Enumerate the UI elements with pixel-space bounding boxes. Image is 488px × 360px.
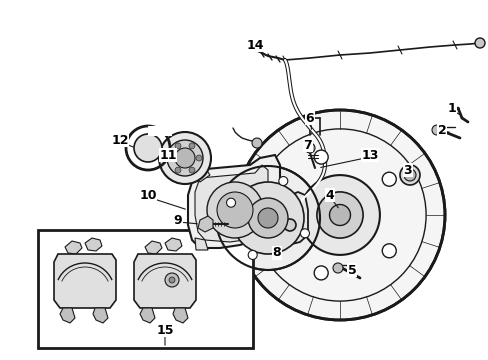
Polygon shape <box>134 254 196 308</box>
Text: 11: 11 <box>159 149 176 162</box>
Text: 10: 10 <box>139 189 157 202</box>
Circle shape <box>251 138 262 148</box>
Polygon shape <box>140 308 155 323</box>
Circle shape <box>248 251 257 260</box>
Circle shape <box>175 148 195 168</box>
Polygon shape <box>164 238 182 251</box>
Text: 5: 5 <box>347 264 356 276</box>
Circle shape <box>329 204 350 225</box>
Bar <box>38 230 252 348</box>
Polygon shape <box>93 308 108 323</box>
Circle shape <box>271 208 285 222</box>
Polygon shape <box>54 254 116 308</box>
Circle shape <box>278 176 287 185</box>
Circle shape <box>169 277 175 283</box>
Polygon shape <box>198 216 213 232</box>
Circle shape <box>216 166 319 270</box>
Polygon shape <box>195 168 209 182</box>
Circle shape <box>206 182 263 238</box>
Polygon shape <box>145 241 162 254</box>
Text: 9: 9 <box>173 213 182 226</box>
Circle shape <box>189 143 195 149</box>
Polygon shape <box>85 238 102 251</box>
Circle shape <box>235 110 444 320</box>
Circle shape <box>159 132 210 184</box>
Circle shape <box>399 165 419 185</box>
Circle shape <box>175 167 181 173</box>
Bar <box>148 126 172 136</box>
Circle shape <box>175 143 181 149</box>
Polygon shape <box>173 308 187 323</box>
Circle shape <box>313 266 327 280</box>
Circle shape <box>403 169 415 181</box>
Circle shape <box>164 273 179 287</box>
Text: 4: 4 <box>325 189 334 202</box>
Circle shape <box>258 208 278 228</box>
Circle shape <box>217 192 252 228</box>
Text: 6: 6 <box>305 112 314 125</box>
Circle shape <box>284 219 295 231</box>
Circle shape <box>332 263 342 273</box>
Text: 7: 7 <box>303 139 312 152</box>
Circle shape <box>313 150 327 164</box>
Polygon shape <box>195 165 267 242</box>
Polygon shape <box>65 241 82 254</box>
Circle shape <box>134 134 162 162</box>
Text: 13: 13 <box>361 149 378 162</box>
Text: 3: 3 <box>403 163 411 176</box>
Circle shape <box>474 38 484 48</box>
Circle shape <box>431 125 441 135</box>
Polygon shape <box>278 198 302 238</box>
Polygon shape <box>274 192 307 245</box>
Text: 14: 14 <box>246 39 263 51</box>
Circle shape <box>382 172 395 186</box>
Polygon shape <box>60 308 75 323</box>
Polygon shape <box>195 238 207 250</box>
Circle shape <box>167 140 203 176</box>
Circle shape <box>231 182 304 254</box>
Text: 2: 2 <box>437 123 446 136</box>
Text: 12: 12 <box>111 134 128 147</box>
Text: 15: 15 <box>156 324 173 337</box>
Circle shape <box>196 155 202 161</box>
Circle shape <box>382 244 395 258</box>
Circle shape <box>168 155 174 161</box>
Text: 1: 1 <box>447 102 455 114</box>
Polygon shape <box>187 155 280 248</box>
Circle shape <box>305 143 314 153</box>
Circle shape <box>189 167 195 173</box>
Circle shape <box>316 192 363 238</box>
Circle shape <box>300 229 309 238</box>
Text: 8: 8 <box>272 247 281 260</box>
Circle shape <box>247 198 287 238</box>
Circle shape <box>300 175 379 255</box>
Circle shape <box>226 198 235 207</box>
